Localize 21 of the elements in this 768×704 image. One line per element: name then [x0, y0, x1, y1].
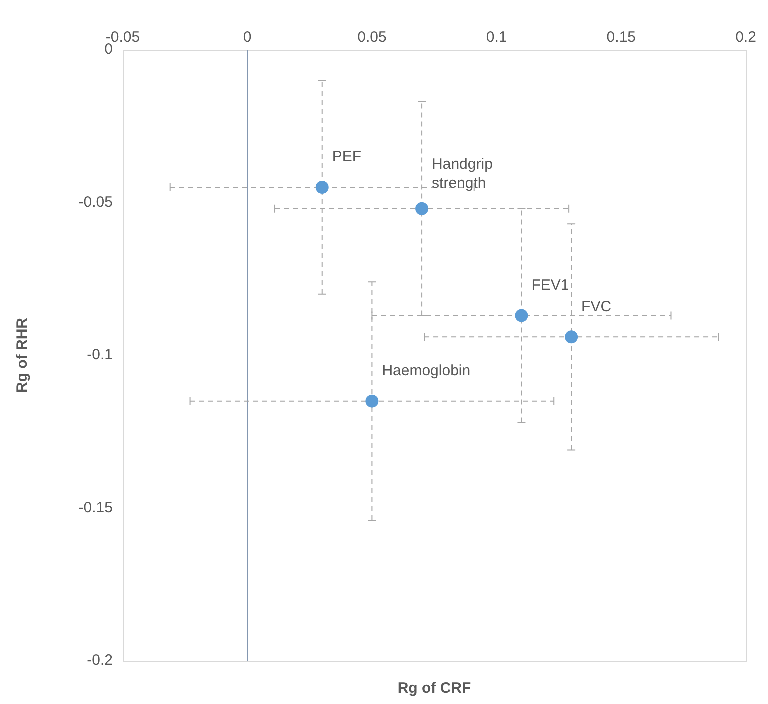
series-label: Haemoglobin: [382, 362, 471, 380]
x-tick-label: 0: [243, 29, 252, 46]
x-tick-label: 0.15: [606, 29, 636, 46]
series-label: FEV1: [532, 276, 570, 294]
x-tick-label: 0.2: [736, 29, 756, 46]
point: [416, 202, 429, 216]
y-tick-label: -0.1: [87, 346, 113, 364]
point: [366, 394, 379, 408]
x-axis-title: Rg of CRF: [398, 680, 472, 698]
x-tick-label: 0.1: [486, 29, 508, 46]
y-axis-title: Rg of RHR: [14, 318, 32, 393]
point: [316, 180, 329, 194]
series-label: FVC: [582, 298, 612, 316]
y-tick-label: -0.2: [87, 652, 113, 670]
series-label: Handgrip strength: [432, 156, 493, 192]
x-tick-label: 0.05: [358, 29, 387, 46]
point: [515, 309, 528, 322]
y-tick-label: -0.15: [78, 499, 113, 516]
point: [565, 330, 578, 344]
y-tick-label: -0.05: [78, 194, 113, 211]
series-label: PEF: [332, 148, 362, 166]
